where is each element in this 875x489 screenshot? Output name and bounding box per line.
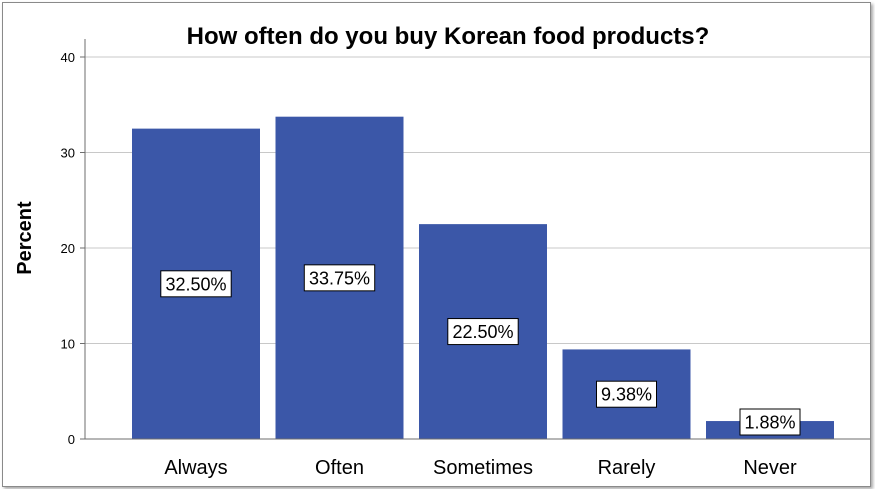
y-tick-label: 30 (61, 146, 75, 161)
data-label: 22.50% (452, 322, 513, 342)
x-tick-label: Always (164, 457, 227, 479)
x-tick-label: Never (743, 457, 797, 479)
bars (132, 116, 834, 439)
category-labels: Always Often Sometimes Rarely Never (164, 457, 797, 479)
data-label-box (739, 408, 801, 436)
data-label-box (596, 380, 657, 408)
x-tick-label: Rarely (598, 457, 656, 479)
y-tick-label: 20 (61, 241, 75, 256)
data-label-box (447, 318, 519, 346)
data-label-box (160, 270, 232, 298)
y-tick-label: 10 (61, 337, 75, 352)
chart-title: How often do you buy Korean food product… (187, 23, 710, 50)
data-label: 32.50% (165, 274, 226, 294)
data-label: 9.38% (601, 385, 652, 405)
y-axis-ticks: 0 10 20 30 40 (61, 50, 85, 447)
x-tick-label: Often (315, 457, 364, 479)
y-tick-label: 40 (61, 50, 75, 65)
data-label: 1.88% (744, 413, 795, 433)
data-labels: 32.50% 33.75% 22.50% 9.38% 1.88% (160, 264, 801, 436)
data-label: 33.75% (309, 268, 370, 288)
y-tick-label: 0 (68, 432, 75, 447)
data-label-box (303, 264, 376, 292)
x-tick-label: Sometimes (433, 457, 533, 479)
y-axis-label: Percent (14, 201, 36, 275)
